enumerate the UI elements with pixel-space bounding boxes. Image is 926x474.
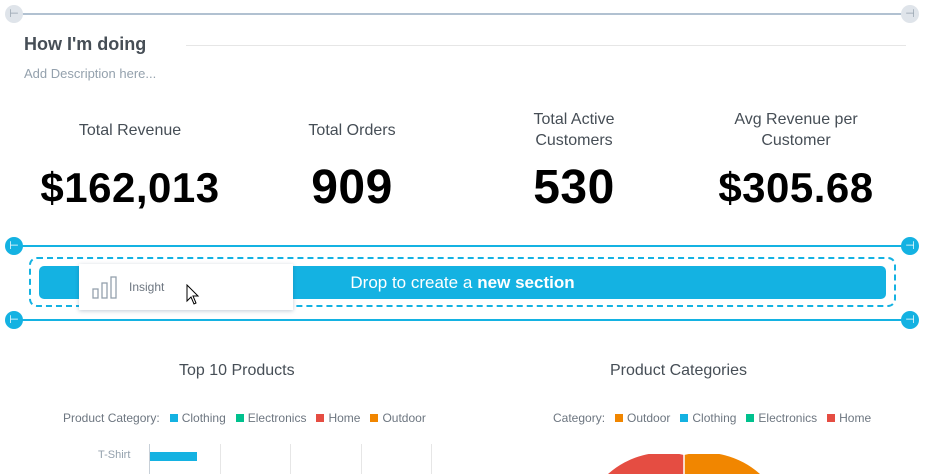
kpi-value: $162,013 xyxy=(40,164,220,211)
gridline xyxy=(431,444,432,474)
section-handle-right-icon[interactable]: ⊣ xyxy=(901,311,919,329)
dropzone-line-top xyxy=(14,245,910,247)
section-description[interactable]: Add Description here... xyxy=(24,66,157,81)
kpi-label: Total Active Customers xyxy=(533,111,615,149)
bar-category-label: T-Shirt xyxy=(98,449,131,461)
pie-slice-outdoor xyxy=(684,454,760,474)
kpi-avg-revenue-per-customer[interactable]: Avg Revenue per Customer $305.68 xyxy=(685,108,907,212)
legend-top-products: Product Category: Clothing Electronics H… xyxy=(63,411,436,425)
legend-title: Product Category: xyxy=(63,411,160,425)
kpi-total-orders[interactable]: Total Orders 909 xyxy=(241,108,463,215)
dragged-insight-card[interactable]: Insight xyxy=(79,264,293,310)
dropzone-text: Drop to create a xyxy=(350,272,473,292)
section-title[interactable]: How I'm doing xyxy=(24,34,147,54)
legend-title: Category: xyxy=(553,411,606,425)
gridline xyxy=(290,444,291,474)
kpi-value: 909 xyxy=(311,161,393,214)
pie-chart[interactable] xyxy=(600,454,770,474)
kpi-label: Total Orders xyxy=(308,121,396,139)
gridline xyxy=(361,444,362,474)
kpi-label: Avg Revenue per Customer xyxy=(734,111,858,149)
kpi-value: $305.68 xyxy=(718,164,874,211)
title-rule xyxy=(186,45,906,46)
section-handle-left-icon[interactable]: ⊢ xyxy=(5,5,23,23)
bar-chart-icon xyxy=(92,276,117,299)
legend-item-clothing[interactable]: Clothing xyxy=(680,411,736,425)
section-handle-right-icon[interactable]: ⊣ xyxy=(901,237,919,255)
section-handle-right-icon[interactable]: ⊣ xyxy=(901,5,919,23)
legend-item-home[interactable]: Home xyxy=(827,411,871,425)
legend-item-clothing[interactable]: Clothing xyxy=(169,411,226,425)
kpi-total-revenue[interactable]: Total Revenue $162,013 xyxy=(19,108,241,212)
widget-title-product-categories[interactable]: Product Categories xyxy=(610,362,747,379)
gridline xyxy=(220,444,221,474)
widget-title-top-products[interactable]: Top 10 Products xyxy=(179,362,295,379)
section-divider-top xyxy=(14,13,910,15)
bar-chart-axis xyxy=(149,444,150,474)
kpi-value: 530 xyxy=(533,161,615,214)
legend-item-outdoor[interactable]: Outdoor xyxy=(370,411,426,425)
legend-item-electronics[interactable]: Electronics xyxy=(746,411,817,425)
dropzone-line-bottom xyxy=(14,319,910,321)
legend-item-outdoor[interactable]: Outdoor xyxy=(615,411,670,425)
section-handle-left-icon[interactable]: ⊢ xyxy=(5,311,23,329)
dropzone-text-bold: new section xyxy=(477,272,575,292)
mouse-pointer-icon xyxy=(186,284,200,305)
bar-t-shirt[interactable] xyxy=(150,452,197,461)
kpi-label: Total Revenue xyxy=(78,121,182,139)
legend-item-home[interactable]: Home xyxy=(316,411,360,425)
dropzone-outline[interactable] xyxy=(29,257,896,307)
kpi-total-active-customers[interactable]: Total Active Customers 530 xyxy=(463,108,685,215)
section-handle-left-icon[interactable]: ⊢ xyxy=(5,237,23,255)
legend-product-categories: Category: Outdoor Clothing Electronics H… xyxy=(553,411,881,425)
pie-slice-home xyxy=(608,454,684,474)
legend-item-electronics[interactable]: Electronics xyxy=(235,411,306,425)
dragged-insight-label: Insight xyxy=(129,280,165,294)
